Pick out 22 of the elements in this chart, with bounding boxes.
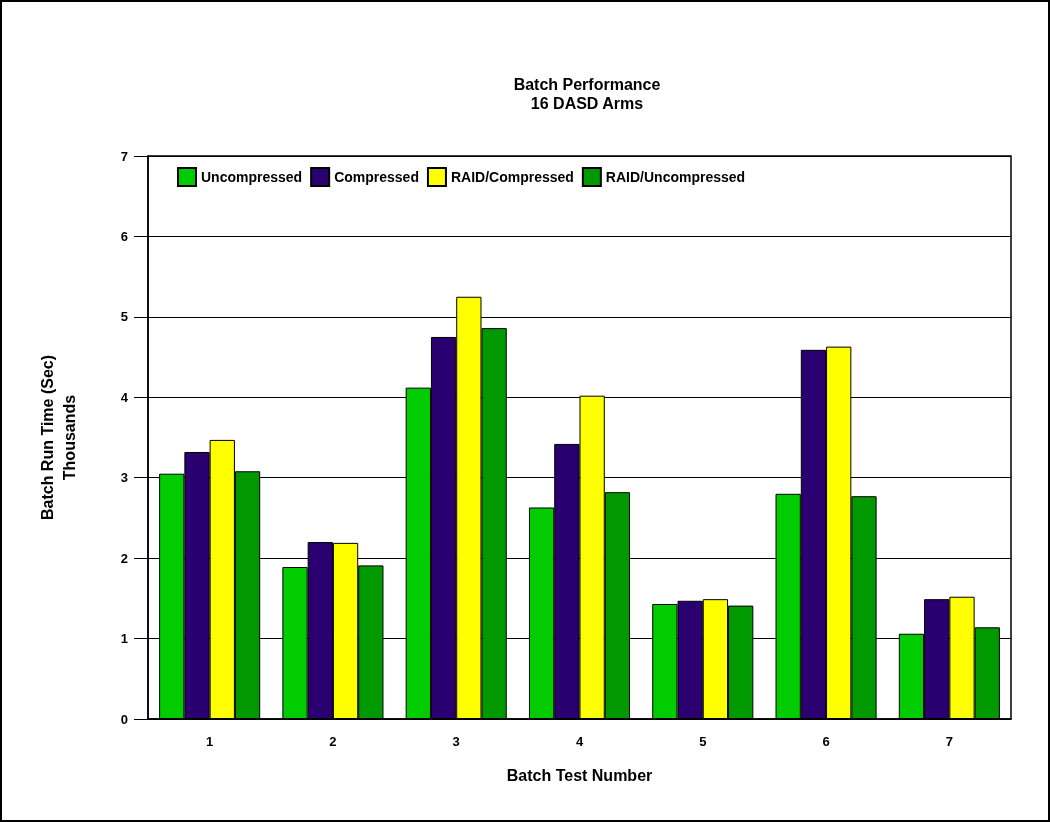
y-axis-title: Batch Run Time (Sec) Thousands (38, 354, 78, 521)
x-tick-label: 5 (699, 734, 707, 749)
x-tick-label: 2 (329, 734, 337, 749)
y-tick-label: 6 (120, 228, 128, 244)
legend-label: RAID/Uncompressed (605, 169, 746, 185)
x-axis-title: Batch Test Number (506, 766, 653, 784)
y-tick-label: 1 (120, 631, 128, 647)
x-tick-label: 7 (945, 734, 953, 749)
legend-label: RAID/Compressed (450, 169, 574, 185)
x-tick-label: 4 (575, 734, 584, 749)
chart-title: Batch Performance 16 DASD Arms (513, 76, 661, 112)
y-tick-label: 4 (120, 389, 129, 405)
x-tick-label: 1 (206, 734, 214, 749)
y-tick-label: 7 (120, 148, 128, 164)
y-tick-label: 5 (120, 309, 128, 325)
y-tick-label: 3 (120, 470, 128, 486)
legend-label: Uncompressed (201, 169, 303, 185)
legend-label: Compressed (334, 169, 419, 185)
x-tick-label: 3 (452, 734, 460, 749)
y-tick-label: 0 (120, 711, 128, 727)
y-tick-label: 2 (120, 550, 128, 566)
x-tick-label: 6 (822, 734, 830, 749)
